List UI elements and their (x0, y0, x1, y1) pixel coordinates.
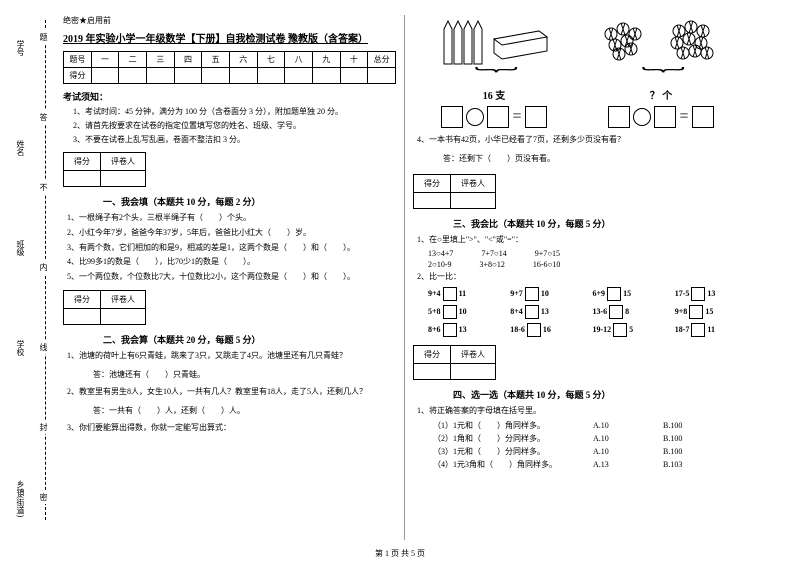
fill-item: 9+4 11 (428, 287, 500, 301)
spine-char: 题 (38, 30, 49, 44)
fill-row: 8+6 13 18-6 16 19-12 5 18-7 11 (428, 323, 747, 337)
question: 2、教室里有男生8人，女生10人，一共有几人？教室里有18人，走了5人，还剩几人… (67, 386, 396, 399)
pencils-icon (439, 19, 549, 69)
instruction: 1、考试时间：45 分钟，满分为 100 分（含卷面分 3 分），附加题单独 2… (73, 106, 396, 118)
brace-icon: ︸ (529, 71, 793, 85)
exam-title: 2019 年实验小学一年级数学【下册】自我检测试卷 豫教版（含答案） (63, 30, 396, 45)
score-table: 题号一二三四五六七八九十总分 得分 (63, 51, 396, 84)
fill-row: 9+4 11 9+7 10 6+9 15 17-5 13 (428, 287, 747, 301)
question: 2、小红今年7岁，爸爸今年37岁，5年后，爸爸比小红大（ ）岁。 (67, 227, 396, 240)
question: 2、比一比： (417, 271, 747, 284)
grader-box: 得分评卷人 (63, 152, 146, 187)
score-header: 三 (146, 52, 174, 68)
section-4-title: 四、选一选（本题共 10 分，每题 5 分） (453, 388, 747, 401)
score-header: 题号 (64, 52, 92, 68)
fill-item: 18-6 16 (510, 323, 582, 337)
score-header: 八 (285, 52, 313, 68)
question: 3、你们要能算出得数，你就一定能写出算式： (67, 422, 396, 435)
fill-item: 18-7 11 (675, 323, 747, 337)
spine-char: 内 (38, 260, 49, 274)
question: 1、将正确答案的字母填在括号里。 (417, 405, 747, 418)
score-header: 九 (312, 52, 340, 68)
secret-label: 绝密★启用前 (63, 15, 396, 26)
comparison-row: 13○4+77+7○149+7○15 (428, 249, 747, 258)
comparison-row: 2○10-93+8○1216-6○10 (428, 260, 747, 269)
fill-item: 8+4 13 (510, 305, 582, 319)
fill-item: 8+6 13 (428, 323, 500, 337)
choice-line: （2）1角和（ ）分同样多。A.10B.100 (433, 433, 747, 444)
spine-char: 不 (38, 180, 49, 194)
score-header: 四 (174, 52, 202, 68)
question: 3、有两个数，它们相加的和是9，相减的差是1，这两个数是（ ）和（ ）。 (67, 242, 396, 255)
section-2-title: 二、我会算（本题共 20 分，每题 5 分） (103, 333, 396, 346)
fill-item: 6+9 15 (593, 287, 665, 301)
pencils-label: 16 支 (439, 87, 549, 102)
answer-line: 答：池塘还有（ ）只青蛙。 (93, 369, 396, 380)
question: 1、一根绳子有2个头，三根半绳子有（ ）个头。 (67, 212, 396, 225)
choice-line: （1）1元和（ ）角同样多。A.10B.100 (433, 420, 747, 431)
question: 1、池塘的荷叶上有6只青蛙，跳来了3只，又跳走了4只。池塘里还有几只青蛙？ (67, 350, 396, 363)
margin-label: 乡镇(街道) (15, 480, 26, 517)
score-row-label: 得分 (64, 68, 92, 84)
margin-label: 姓名 (15, 140, 26, 156)
score-header: 十 (340, 52, 368, 68)
score-header: 七 (257, 52, 285, 68)
fill-item: 19-12 5 (593, 323, 665, 337)
spine-char: 答 (38, 110, 49, 124)
question: 4、比99多1的数是（ ），比70少1的数是（ ）。 (67, 256, 396, 269)
score-header: 总分 (368, 52, 396, 68)
grader-box: 得分评卷人 (413, 174, 496, 209)
instruction: 3、不要在试卷上乱写乱画，卷面不整洁扣 3 分。 (73, 134, 396, 146)
score-header: 六 (229, 52, 257, 68)
instruction: 2、请首先按要求在试卷的指定位置填写您的姓名、班级、学号。 (73, 120, 396, 132)
margin-label: 学校 (15, 340, 26, 356)
section-3-title: 三、我会比（本题共 10 分，每题 5 分） (453, 217, 747, 230)
fill-item: 5+8 10 (428, 305, 500, 319)
circles-figure: ︸ ？ 个 = (601, 19, 721, 128)
fill-row: 5+8 10 8+4 13 13-6 8 9+8 15 (428, 305, 747, 319)
circles-icon (601, 19, 721, 69)
page-footer: 第 1 页 共 5 页 (0, 548, 800, 559)
question: 4、一本书有42页，小华已经看了7页，还剩多少页没有看？ (417, 134, 747, 147)
spine-char: 封 (38, 420, 49, 434)
score-header: 二 (119, 52, 147, 68)
question: 5、一个两位数，个位数比7大，十位数比2小，这个两位数是（ ）和（ ）。 (67, 271, 396, 284)
answer-line: 答：一共有（ ）人，还剩（ ）人。 (93, 405, 396, 416)
score-header: 一 (91, 52, 119, 68)
fill-item: 13-6 8 (593, 305, 665, 319)
grader-box: 得分评卷人 (413, 345, 496, 380)
fill-item: 17-5 13 (675, 287, 747, 301)
equation-boxes: = (439, 106, 549, 128)
fill-item: 9+8 15 (675, 305, 747, 319)
circles-label: ？ 个 (601, 87, 721, 102)
binding-margin: 学号 姓名 班级 学校 乡镇(街道) 题 答 不 内 线 封 密 (0, 0, 55, 540)
score-header: 五 (202, 52, 230, 68)
choice-line: （4）1元3角和（ ）角同样多。A.13B.103 (433, 459, 747, 470)
spine-char: 密 (38, 490, 49, 504)
margin-label: 学号 (15, 40, 26, 56)
fill-item: 9+7 10 (510, 287, 582, 301)
margin-label: 班级 (15, 240, 26, 256)
question: 1、在○里填上">"、"<"或"="： (417, 234, 747, 247)
equation-boxes: = (601, 106, 721, 128)
answer-line: 答：还剩下（ ）页没有看。 (443, 153, 747, 164)
choice-line: （3）1元和（ ）分同样多。A.10B.100 (433, 446, 747, 457)
grader-box: 得分评卷人 (63, 290, 146, 325)
spine-char: 线 (38, 340, 49, 354)
section-1-title: 一、我会填（本题共 10 分，每题 2 分） (103, 195, 396, 208)
instructions-heading: 考试须知： (63, 90, 396, 103)
